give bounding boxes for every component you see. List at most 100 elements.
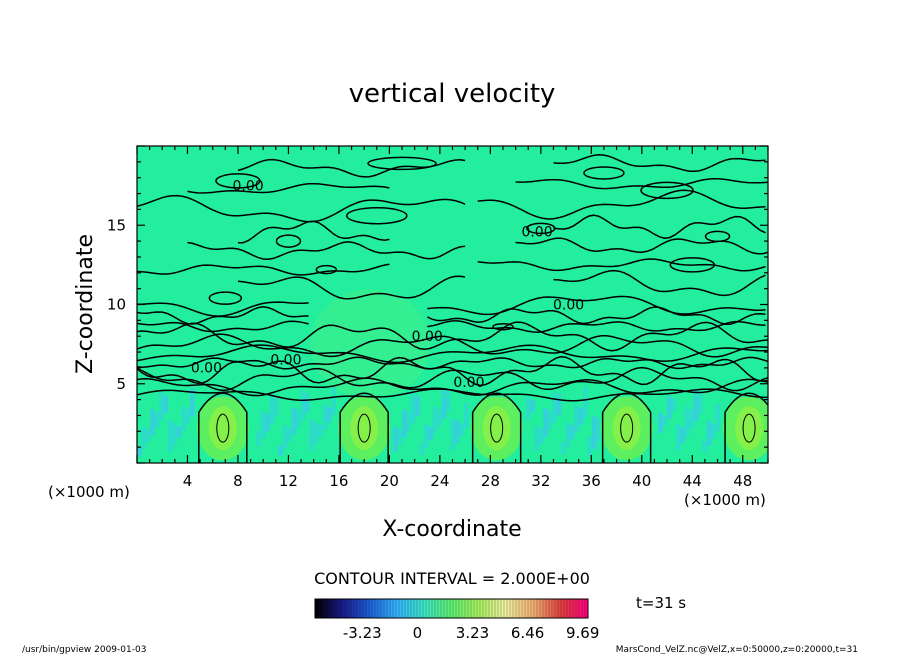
contour-blob [640,181,694,200]
contour-line [553,154,766,173]
downdraft-cell [163,394,169,414]
downdraft-cell [538,428,544,444]
downdraft-cell [583,387,588,418]
x-tick-label: 16 [329,472,348,490]
downdraft-cell [711,423,716,439]
contour-line [187,182,390,194]
updraft-core [482,406,511,451]
downdraft-cell [190,388,195,417]
colorbar-tick-label: 3.23 [456,624,489,642]
y-tick-labels: 5 10 15 [107,216,126,393]
downdraft-cell [181,406,186,431]
contour-line [137,263,390,276]
contour-label: 0.00 [191,361,222,377]
x-tick-label: 24 [430,472,449,490]
downdraft-cell [693,389,699,422]
contour-line [187,241,466,261]
downdraft-cell [587,436,593,457]
x-axis-title: X-coordinate [382,517,521,542]
downdraft-cell [689,409,694,429]
x-tick-label: 36 [582,472,601,490]
x-tick-labels: 4 8 12 16 20 24 28 32 36 40 44 48 [183,472,753,490]
contour-blob [215,173,261,189]
downdraft-cell [424,423,429,448]
downdraft-cell [326,407,332,423]
downdraft-cell [313,421,319,444]
downdraft-cell [561,442,566,454]
downdraft-cell [463,403,469,429]
contour-label: 0.00 [521,224,552,240]
downdraft-cell [287,427,292,442]
x-tick-label: 20 [380,472,399,490]
y-tick-label: 15 [107,216,126,234]
downdraft-cell [291,407,297,435]
colorbar-stripes [317,599,586,618]
downdraft-cell [300,390,306,420]
contour-line [137,377,768,397]
colorbar-tick-label: 9.69 [566,624,599,642]
downdraft-cell [662,415,668,426]
contour-line [137,344,768,364]
updraft-core-contour [490,413,504,443]
contour-line [427,320,766,333]
downdraft-cell [318,424,323,437]
downdraft-cell [282,425,288,449]
downdraft-cell [331,387,336,416]
contour-line [477,189,766,220]
contour-blob [208,291,243,305]
downdraft-cell [671,398,677,412]
x-tick-label: 40 [632,472,651,490]
contour-blob [583,166,625,180]
downdraft-cell [296,410,301,427]
downdraft-cell [697,392,703,415]
contour-line [515,237,768,255]
contour-labels: 0.00 0.00 0.00 0.00 0.00 0.00 0.00 [191,178,584,391]
contour-line [137,321,768,352]
downdraft-cell [269,393,275,425]
downdraft-cell [419,443,425,455]
updraft-core-contour [742,413,756,443]
downdraft-cell [260,410,266,439]
downdraft-cell [706,421,712,446]
contour-label: 0.00 [453,375,484,391]
downdraft-cell [715,403,721,432]
x-tick-label: 8 [233,472,243,490]
downdraft-cell [446,391,451,412]
contour-line [137,333,768,358]
x-tick-label: 4 [183,472,193,490]
contour-line [137,366,768,392]
contour-line [137,194,466,223]
contour-blob [492,322,514,331]
colorbar [314,598,589,619]
downdraft-cell [578,407,584,425]
updraft-core-contour [357,413,371,443]
y-unit-label: (×1000 m) [48,483,130,501]
contour-lines [137,154,768,463]
downdraft-cell [574,405,579,433]
downdraft-cell [393,426,398,453]
contour-line [426,306,766,325]
downdraft-cell [304,393,310,413]
downdraft-cell [159,391,164,421]
updraft-core [612,406,641,451]
downdraft-cell [569,425,575,440]
colorbar-tick-label: 0 [413,624,423,642]
downdraft-cell [265,413,270,432]
downdraft-cell [459,423,465,436]
downdraft-cell [137,446,142,457]
downdraft-cell [591,416,597,450]
downdraft-cell [309,419,314,452]
downdraft-cell [410,392,416,424]
downdraft-cell [397,429,403,445]
downdraft-cell [437,409,442,426]
contour-line [137,320,309,333]
downdraft-cell [675,424,681,451]
downdraft-cell [450,417,456,451]
downdraft-cell [145,429,151,443]
contour-line [137,355,768,387]
colorbar-tick-label: 6.46 [511,624,544,642]
y-tick-label: 5 [116,375,126,393]
contour-line [477,258,766,272]
downdraft-cell [552,390,557,423]
x-tick-label: 32 [531,472,550,490]
